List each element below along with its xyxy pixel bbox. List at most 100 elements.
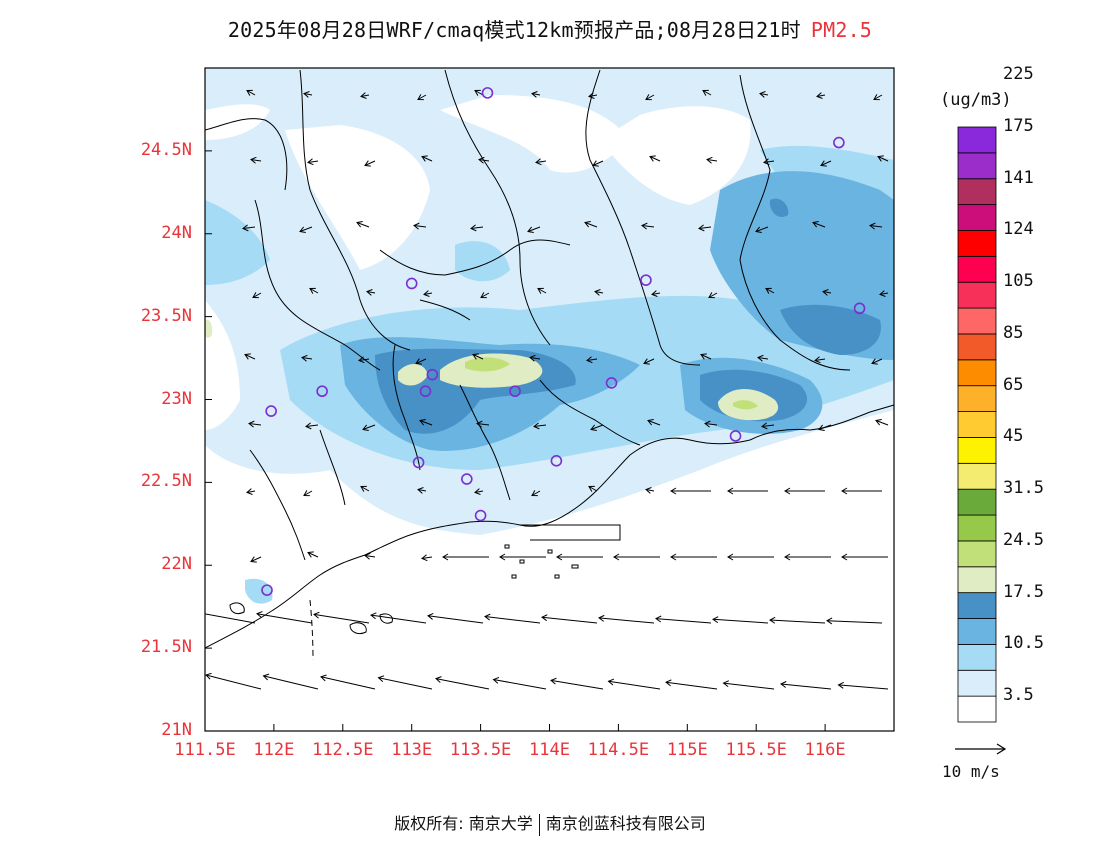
station-marker xyxy=(853,302,866,315)
wind-arrow xyxy=(537,288,547,294)
wind-arrow xyxy=(814,358,826,361)
wind-arrow xyxy=(780,683,832,690)
wind-arrow xyxy=(765,288,775,294)
station-marker xyxy=(261,584,273,596)
lat-tick-label: 21N xyxy=(161,720,192,740)
wind-arrow xyxy=(364,555,376,558)
chart-title: 2025年08月28日WRF/cmaq模式12km预报产品;08月28日21时 P… xyxy=(0,14,1100,43)
wind-arrow xyxy=(608,680,661,690)
wind-arrow xyxy=(250,556,262,562)
lon-tick-label: 112E xyxy=(253,740,295,760)
legend-colorbar xyxy=(957,126,997,723)
lon-tick-label: 115E xyxy=(666,740,708,760)
legend-swatch xyxy=(957,540,997,568)
wind-arrow xyxy=(301,357,313,360)
wind-arrow xyxy=(256,613,313,624)
title-pollutant: PM2.5 xyxy=(810,18,873,42)
wind-arrow xyxy=(708,292,718,298)
wind-reference-arrow xyxy=(955,743,1007,755)
legend-swatch xyxy=(957,618,997,645)
wind-arrow xyxy=(364,160,376,166)
wind-arrow xyxy=(370,614,427,624)
wind-arrow xyxy=(818,424,832,430)
wind-arrow xyxy=(590,424,604,430)
wind-arrow xyxy=(761,424,775,427)
wind-arrow xyxy=(527,226,541,232)
islands xyxy=(229,544,579,635)
wind-arrow xyxy=(873,94,883,100)
lon-tick-label: 114.5E xyxy=(587,740,650,760)
legend-swatch xyxy=(957,307,997,335)
legend-swatch xyxy=(957,669,997,697)
wind-arrow xyxy=(645,94,655,100)
wind-arrow xyxy=(252,292,262,298)
wind-arrow xyxy=(869,225,883,228)
wind-arrow xyxy=(826,620,883,624)
legend-label: 175 xyxy=(1003,116,1034,136)
station-marker xyxy=(481,87,494,99)
legend-swatch xyxy=(957,643,997,671)
station-marker xyxy=(640,274,652,286)
wind-arrow xyxy=(702,90,712,96)
wind-arrow xyxy=(205,674,262,690)
legend-label: 105 xyxy=(1003,271,1034,292)
legend-swatch xyxy=(957,333,997,361)
legend-swatch xyxy=(957,592,997,619)
wind-arrow xyxy=(356,222,370,228)
legend-label: 124 xyxy=(1003,219,1034,240)
wind-arrow xyxy=(309,288,319,294)
wind-arrow xyxy=(415,358,427,364)
lon-tick-label: 113.5E xyxy=(449,740,512,760)
concentration-field xyxy=(205,68,894,731)
lon-tick-label: 111.5E xyxy=(174,740,236,760)
wind-arrow xyxy=(360,486,370,492)
wind-arrow xyxy=(484,616,541,624)
station-marker xyxy=(474,509,487,522)
wind-arrow xyxy=(763,160,775,163)
lat-tick-label: 24.5N xyxy=(140,139,192,160)
wind-arrow xyxy=(360,94,370,97)
wind-arrow xyxy=(242,226,256,229)
legend-swatch xyxy=(957,178,997,206)
legend-label: 45 xyxy=(1003,426,1024,447)
legend-label: 10.5 xyxy=(1003,633,1044,654)
station-marker xyxy=(550,455,563,467)
wind-reference-label: 10 m/s xyxy=(942,762,1000,781)
wind-arrow xyxy=(480,292,490,298)
wind-arrow xyxy=(879,292,889,295)
wind-arrow xyxy=(588,94,598,97)
station-marker xyxy=(316,385,328,398)
wind-arrow xyxy=(299,226,313,232)
station-marker xyxy=(509,385,521,398)
lat-tick-label: 23.5N xyxy=(140,305,192,326)
lon-tick-label: 113E xyxy=(391,740,433,760)
legend-label: 141 xyxy=(1003,167,1034,188)
wind-arrow xyxy=(435,678,490,690)
wind-arrow xyxy=(838,684,889,690)
wind-arrow xyxy=(529,357,541,360)
lon-tick-label: 114E xyxy=(529,740,570,760)
station-marker xyxy=(426,368,439,381)
wind-arrow xyxy=(250,159,262,162)
boundary-lines xyxy=(205,69,894,661)
station-marker xyxy=(729,430,742,442)
legend-unit: (ug/m3) xyxy=(940,90,1012,110)
wind-arrow xyxy=(757,357,769,360)
wind-arrow xyxy=(303,490,313,496)
wind-arrow xyxy=(723,682,775,690)
legend-swatch xyxy=(957,695,997,723)
wind-arrow xyxy=(378,677,433,690)
wind-arrow xyxy=(423,292,433,295)
legend-label: 225 xyxy=(1003,64,1034,85)
wind-arrow xyxy=(535,160,547,163)
wind-arrow xyxy=(651,292,661,295)
title-main: 2025年08月28日WRF/cmaq模式12km预报产品;08月28日21时 xyxy=(227,18,801,42)
wind-arrow xyxy=(645,489,655,492)
footer-left: 版权所有: 南京大学 xyxy=(394,814,533,833)
wind-arrow xyxy=(248,423,262,426)
wind-arrow xyxy=(417,489,427,492)
wind-arrow xyxy=(643,358,655,364)
wind-arrow xyxy=(704,423,718,426)
wind-arrow xyxy=(816,94,826,97)
wind-arrow xyxy=(413,225,427,228)
